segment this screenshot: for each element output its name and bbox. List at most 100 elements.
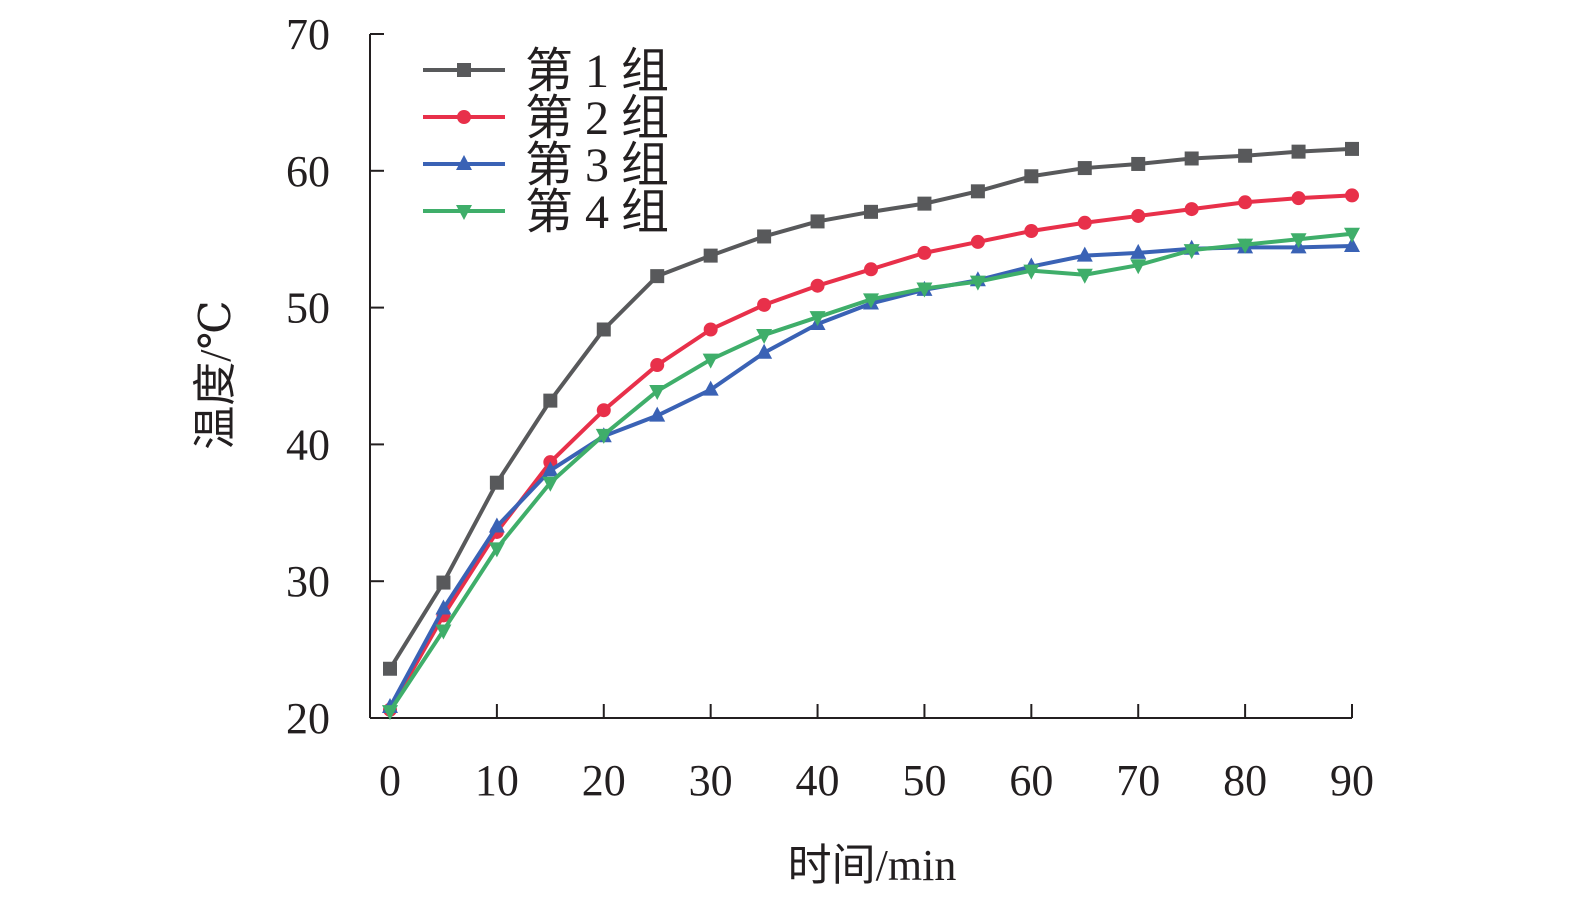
x-tick-label: 60 — [1009, 756, 1053, 805]
data-point — [1131, 156, 1146, 171]
data-point — [596, 403, 611, 418]
data-point — [1291, 144, 1306, 159]
series-group — [382, 141, 1360, 721]
legend-marker — [457, 110, 471, 124]
data-point — [436, 575, 451, 590]
data-point — [1076, 268, 1093, 284]
data-point — [864, 262, 878, 277]
series-4 — [382, 227, 1360, 721]
data-point — [1024, 169, 1039, 184]
data-point — [1077, 215, 1092, 230]
data-point — [1345, 188, 1359, 203]
series-3 — [382, 237, 1360, 714]
data-point — [1238, 148, 1253, 163]
legend-label: 第 2 组 — [525, 92, 669, 145]
legend-item-1: 第 1 组 — [423, 45, 669, 98]
data-point — [917, 196, 932, 211]
data-point — [1184, 151, 1199, 166]
data-point — [488, 517, 505, 533]
data-point — [703, 322, 718, 337]
data-point — [809, 311, 826, 327]
legend-label: 第 1 组 — [525, 45, 669, 98]
data-point — [1130, 259, 1147, 275]
legend-item-4: 第 4 组 — [423, 186, 669, 239]
data-point — [1237, 238, 1254, 254]
data-point — [1238, 195, 1253, 210]
data-point — [382, 705, 398, 721]
y-tick-label: 60 — [286, 147, 330, 196]
data-point — [1184, 202, 1199, 217]
data-point — [757, 297, 772, 312]
series-2 — [383, 188, 1359, 717]
x-tick-label: 20 — [582, 756, 626, 805]
data-point — [1024, 223, 1039, 238]
data-point — [383, 661, 397, 676]
legend-label: 第 4 组 — [525, 186, 669, 239]
legend-item-2: 第 2 组 — [423, 92, 669, 145]
data-point — [650, 358, 665, 373]
legend-label: 第 3 组 — [525, 139, 669, 192]
data-point — [864, 204, 878, 219]
x-tick-label: 50 — [902, 756, 946, 805]
y-tick-label: 40 — [286, 420, 330, 469]
data-point — [756, 343, 773, 359]
data-point — [969, 275, 986, 291]
data-point — [916, 282, 933, 298]
x-tick-label: 30 — [689, 756, 733, 805]
data-point — [970, 184, 985, 199]
data-point — [1183, 244, 1200, 260]
data-point — [702, 380, 719, 396]
legend-item-3: 第 3 组 — [423, 139, 669, 192]
data-point — [1077, 161, 1092, 176]
data-point — [703, 248, 718, 263]
data-point — [542, 461, 559, 477]
data-point — [595, 428, 612, 444]
data-point — [435, 599, 452, 615]
data-point — [1076, 246, 1093, 262]
data-point — [488, 542, 505, 558]
y-tick-label: 20 — [286, 694, 330, 743]
data-point — [1023, 264, 1040, 280]
axes: 20 30 40 50 60 70 0 10 20 30 40 50 60 70 80 90 — [286, 10, 1374, 805]
data-point — [1291, 191, 1306, 206]
y-tick-label: 70 — [286, 10, 330, 59]
data-point — [650, 269, 665, 284]
legend-marker — [456, 205, 472, 220]
data-point — [970, 234, 985, 249]
data-point — [1344, 237, 1360, 253]
y-axis-label: 温度/℃ — [191, 300, 240, 449]
data-point — [435, 624, 452, 640]
data-point — [756, 328, 773, 344]
data-point — [917, 245, 932, 260]
data-point — [543, 393, 558, 408]
data-point — [596, 322, 611, 337]
x-tick-label: 0 — [379, 756, 401, 805]
y-tick-label: 50 — [286, 284, 330, 333]
data-point — [1131, 208, 1146, 223]
x-tick-label: 70 — [1116, 756, 1160, 805]
x-axis-label: 时间/min — [788, 841, 957, 890]
data-point — [702, 353, 719, 369]
legend-marker — [456, 155, 472, 170]
y-tick-label: 30 — [286, 557, 330, 606]
series-line — [388, 244, 1353, 709]
x-tick-label: 80 — [1223, 756, 1267, 805]
legend-marker — [457, 63, 471, 77]
data-point — [649, 385, 666, 401]
data-point — [1290, 233, 1307, 249]
data-point — [810, 278, 825, 293]
data-point — [542, 476, 559, 492]
data-point — [863, 293, 879, 309]
data-point — [489, 475, 504, 490]
x-tick-label: 40 — [796, 756, 840, 805]
data-point — [1345, 141, 1359, 156]
data-point — [649, 406, 666, 422]
x-tick-label: 10 — [475, 756, 519, 805]
x-tick-label: 90 — [1330, 756, 1374, 805]
data-point — [1344, 227, 1360, 243]
data-point — [810, 214, 825, 229]
legend: 第 1 组第 2 组第 3 组第 4 组 — [423, 45, 669, 239]
data-point — [1130, 243, 1147, 259]
